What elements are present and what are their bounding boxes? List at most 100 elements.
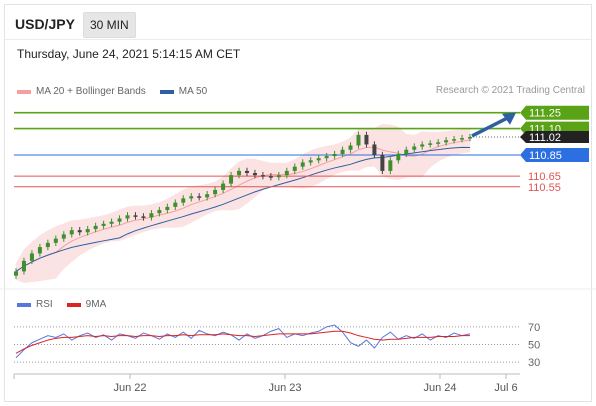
ma50-label: MA 50 <box>178 86 208 97</box>
legend-9ma: 9MA <box>66 299 107 310</box>
candle-body <box>260 175 265 177</box>
ma50-line <box>15 146 471 272</box>
last-price-label: 111.02 <box>529 132 561 144</box>
candle-body <box>420 144 425 147</box>
candle-body <box>244 170 249 174</box>
candle-body <box>340 149 345 154</box>
support-level-label: 110.55 <box>528 182 561 194</box>
ma50-swatch <box>159 89 174 94</box>
candle-body <box>197 196 202 198</box>
candle-body <box>444 140 449 143</box>
candle-body <box>468 137 472 139</box>
candle-body <box>149 213 154 218</box>
ma9-label: 9MA <box>85 299 107 310</box>
candle-body <box>380 155 385 171</box>
rsi-line <box>15 324 471 359</box>
candle-body <box>372 144 377 156</box>
x-tick-label: Jul 6 <box>494 382 517 394</box>
candle-body <box>300 162 305 167</box>
pivot-level-tag <box>520 148 589 163</box>
candle-body <box>252 173 257 176</box>
candle-body <box>29 253 34 261</box>
support-level-label: 110.65 <box>528 171 561 183</box>
candle-body <box>37 247 42 254</box>
credit-text: Research © 2021 Trading Central <box>435 85 585 96</box>
candle-body <box>213 189 218 195</box>
candle-body <box>396 153 401 161</box>
candle-body <box>221 183 226 190</box>
candle-body <box>85 229 90 233</box>
candle-body <box>412 146 417 150</box>
candle-body <box>237 170 242 176</box>
rsi-swatch <box>17 302 31 307</box>
last-price-tag <box>520 131 589 144</box>
header-divider <box>5 39 591 40</box>
resistance-level-tag <box>520 105 589 120</box>
candle-body <box>452 139 457 141</box>
rsi-legend: RSI 9MA <box>17 299 120 310</box>
candle-body <box>428 143 433 145</box>
bollinger-label: MA 20 + Bollinger Bands <box>36 86 146 97</box>
timeframe-button[interactable]: 30 MIN <box>83 12 136 38</box>
candle-body <box>181 198 186 203</box>
legend-rsi: RSI <box>17 299 53 310</box>
candle-body <box>460 138 465 140</box>
candle-body <box>77 230 82 233</box>
candle-body <box>364 134 369 145</box>
candle-body <box>53 238 58 243</box>
candle-body <box>276 175 281 178</box>
candle-body <box>316 158 321 161</box>
candle-body <box>69 230 74 235</box>
legend-ma50: MA 50 <box>159 86 208 97</box>
candle-body <box>133 215 138 217</box>
candle-body <box>109 221 114 224</box>
rsi-tick-label: 70 <box>528 322 540 334</box>
candle-body <box>61 234 66 239</box>
candle-body <box>292 166 297 171</box>
candle-body <box>388 160 393 171</box>
x-tick-label: Jun 23 <box>268 382 301 394</box>
candle-body <box>165 206 170 211</box>
currency-pair: USD/JPY <box>15 16 75 32</box>
candle-body <box>356 134 361 146</box>
candle-body <box>324 156 329 159</box>
candle-body <box>45 242 50 248</box>
candle-body <box>93 225 98 230</box>
ma20-line <box>15 139 471 272</box>
x-tick-label: Jun 22 <box>113 382 146 394</box>
candle-body <box>173 202 178 207</box>
rsi-tick-label: 50 <box>528 340 540 352</box>
candle-body <box>14 271 18 276</box>
candle-body <box>284 170 289 176</box>
candle-body <box>229 175 234 184</box>
bollinger-swatch <box>17 89 31 94</box>
candle-body <box>268 176 273 178</box>
timestamp: Thursday, June 24, 2021 5:14:15 AM CET <box>17 47 241 61</box>
candle-body <box>125 215 130 219</box>
candle-body <box>348 145 353 150</box>
candle-body <box>101 223 106 226</box>
resistance-level-label: 111.25 <box>529 108 561 120</box>
projection-arrow <box>471 116 509 138</box>
rsi-ma-line <box>15 330 470 354</box>
candle-body <box>157 210 162 214</box>
pivot-level-label: 110.85 <box>529 150 562 162</box>
bollinger-band <box>16 123 470 284</box>
candle-body <box>141 216 146 218</box>
projection-arrowhead <box>502 112 516 125</box>
rsi-tick-label: 30 <box>528 357 540 369</box>
legend-bollinger: MA 20 + Bollinger Bands <box>17 86 146 97</box>
ma9-swatch <box>66 302 81 307</box>
candle-body <box>205 194 210 198</box>
candle-body <box>21 260 26 272</box>
candle-body <box>436 142 441 144</box>
candle-body <box>404 149 409 154</box>
candle-body <box>308 160 313 163</box>
candle-body <box>332 153 337 157</box>
x-tick-label: Jun 24 <box>423 382 456 394</box>
candle-body <box>189 196 194 199</box>
rsi-label: RSI <box>36 299 53 310</box>
candle-body <box>117 218 122 222</box>
price-legend: MA 20 + Bollinger Bands MA 50 <box>17 86 221 97</box>
